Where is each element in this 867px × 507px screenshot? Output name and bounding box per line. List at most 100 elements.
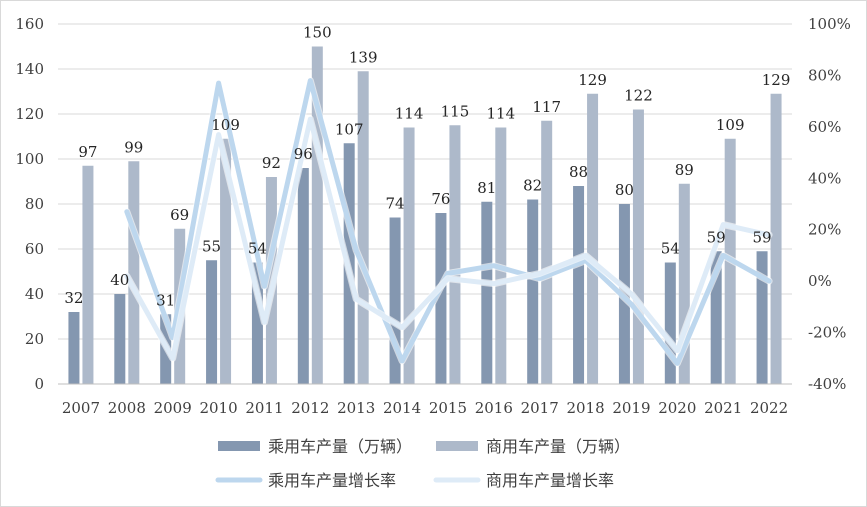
- bar-data-label: 80: [615, 181, 634, 199]
- bar-commercial: [587, 93, 599, 384]
- x-tick-label: 2021: [704, 399, 742, 417]
- bar-commercial: [770, 93, 782, 384]
- x-tick-label: 2022: [750, 399, 788, 417]
- bar-commercial: [311, 46, 323, 384]
- legend-label: 商用车产量（万辆）: [486, 437, 630, 456]
- bar-passenger: [573, 186, 585, 384]
- bar-data-label: 109: [211, 116, 240, 134]
- legend-swatch-bar: [218, 441, 260, 451]
- y-left-tick-label: 140: [15, 60, 44, 78]
- bar-passenger: [756, 251, 768, 384]
- bar-data-label: 82: [523, 177, 542, 195]
- bar-data-label: 129: [762, 71, 791, 89]
- x-tick-label: 2009: [154, 399, 192, 417]
- bar-commercial: [128, 161, 140, 384]
- x-tick-label: 2008: [108, 399, 146, 417]
- y-right-tick-label: 0%: [808, 272, 832, 290]
- bar-data-label: 115: [441, 102, 470, 120]
- bar-passenger: [710, 251, 722, 384]
- bar-passenger: [481, 201, 493, 384]
- bar-data-label: 40: [110, 271, 129, 289]
- bar-data-label: 129: [578, 71, 607, 89]
- bar-data-label: 69: [170, 206, 189, 224]
- bar-data-label: 54: [248, 240, 267, 258]
- bar-data-label: 74: [386, 195, 405, 213]
- bar-commercial: [541, 120, 553, 384]
- x-tick-label: 2017: [521, 399, 559, 417]
- x-tick-label: 2010: [199, 399, 237, 417]
- y-left-tick-label: 100: [15, 150, 44, 168]
- y-right-tick-label: 80%: [808, 66, 841, 84]
- y-left-tick-label: 160: [15, 15, 44, 33]
- bar-data-label: 99: [124, 138, 143, 156]
- legend-label: 乘用车产量增长率: [268, 471, 396, 490]
- bar-passenger: [114, 294, 126, 384]
- y-left-tick-label: 40: [25, 285, 44, 303]
- legend-swatch-bar: [436, 441, 478, 451]
- x-tick-label: 2014: [383, 399, 421, 417]
- y-right-tick-label: 20%: [808, 221, 841, 239]
- y-left-tick-label: 120: [15, 105, 44, 123]
- bar-data-label: 96: [294, 145, 313, 163]
- bar-commercial: [678, 183, 690, 384]
- x-tick-label: 2019: [612, 399, 650, 417]
- bar-passenger: [527, 199, 539, 384]
- y-right-tick-label: 100%: [808, 15, 851, 33]
- legend-label: 乘用车产量（万辆）: [268, 437, 412, 456]
- bar-data-label: 55: [202, 237, 221, 255]
- line-commercial-growth: [124, 116, 772, 361]
- bar-commercial: [449, 125, 461, 384]
- bar-data-label: 122: [624, 87, 653, 105]
- y-right-tick-label: -20%: [808, 324, 846, 342]
- bar-data-label: 117: [532, 98, 561, 116]
- x-tick-label: 2013: [337, 399, 375, 417]
- y-left-tick-label: 20: [25, 330, 44, 348]
- bar-data-label: 54: [661, 240, 680, 258]
- bar-commercial: [357, 71, 369, 384]
- y-right-tick-label: 60%: [808, 118, 841, 136]
- bar-data-label: 107: [335, 120, 364, 138]
- bar-commercial: [82, 165, 94, 384]
- bar-passenger: [251, 262, 263, 384]
- bar-data-label: 32: [64, 289, 83, 307]
- legend-label: 商用车产量增长率: [486, 471, 614, 490]
- y-left-tick-label: 80: [25, 195, 44, 213]
- x-tick-label: 2020: [658, 399, 696, 417]
- bar-passenger: [206, 260, 218, 384]
- line-passenger-growth: [124, 78, 772, 366]
- y-right-tick-label: -40%: [808, 375, 846, 393]
- bar-passenger: [297, 168, 309, 384]
- bar-data-label: 76: [431, 190, 450, 208]
- x-tick-label: 2018: [566, 399, 604, 417]
- bar-commercial: [632, 109, 644, 384]
- bar-data-label: 92: [262, 154, 281, 172]
- bar-passenger: [389, 217, 401, 384]
- x-tick-label: 2016: [475, 399, 513, 417]
- y-left-tick-label: 0: [34, 375, 44, 393]
- bar-passenger: [664, 262, 676, 384]
- bar-data-label: 88: [569, 163, 588, 181]
- bar-passenger: [68, 312, 80, 384]
- bar-data-label: 109: [716, 116, 745, 134]
- bar-commercial: [403, 127, 415, 384]
- bar-data-label: 139: [349, 48, 378, 66]
- bar-data-label: 89: [675, 161, 694, 179]
- x-tick-label: 2015: [429, 399, 467, 417]
- x-tick-label: 2011: [245, 399, 283, 417]
- bar-data-label: 81: [477, 179, 496, 197]
- bar-data-label: 97: [78, 143, 97, 161]
- bar-data-label: 31: [156, 291, 175, 309]
- bar-data-label: 114: [395, 105, 424, 123]
- y-right-tick-label: 40%: [808, 169, 841, 187]
- bar-data-label: 150: [303, 24, 332, 42]
- x-tick-label: 2007: [62, 399, 100, 417]
- bar-data-label: 114: [486, 105, 515, 123]
- bar-data-label: 59: [753, 228, 772, 246]
- x-tick-label: 2012: [291, 399, 329, 417]
- bar-commercial: [220, 138, 232, 384]
- y-left-tick-label: 60: [25, 240, 44, 258]
- bar-passenger: [435, 213, 447, 384]
- bar-data-label: 59: [707, 228, 726, 246]
- bar-commercial: [495, 127, 507, 384]
